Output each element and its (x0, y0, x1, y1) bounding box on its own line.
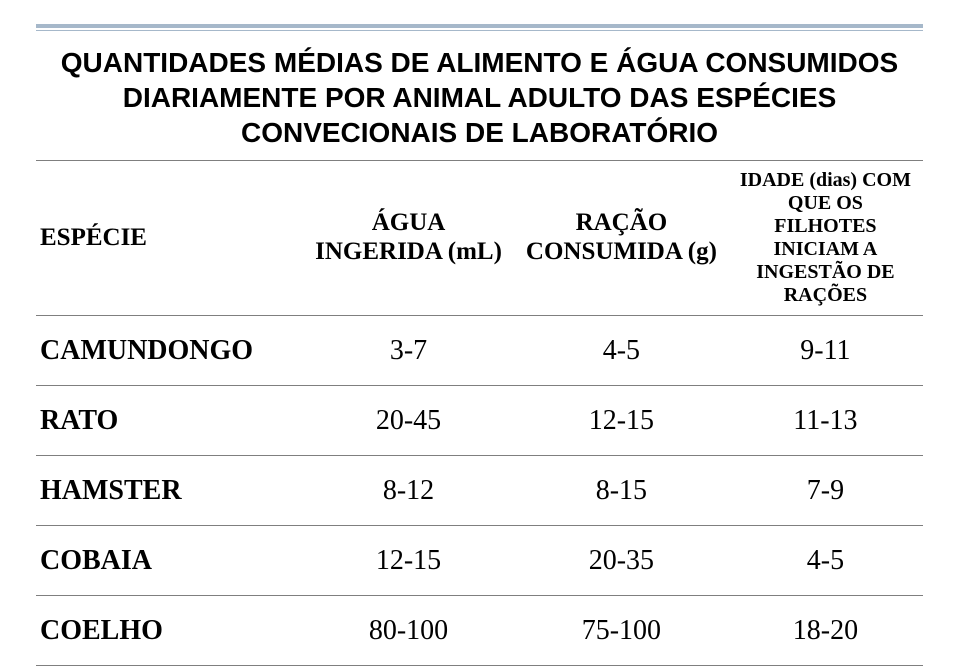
table-header-row: ESPÉCIE ÁGUA INGERIDA (mL) RAÇÃO CONSUMI… (36, 161, 923, 316)
header-agua: ÁGUA INGERIDA (mL) (302, 161, 515, 316)
cell-species: COELHO (36, 596, 302, 666)
top-rule-thin (36, 30, 923, 31)
table-row: COBAIA 12-15 20-35 4-5 (36, 526, 923, 596)
header-idade-l5: RAÇÕES (738, 284, 913, 307)
header-especie-text: ESPÉCIE (40, 224, 147, 251)
cell-agua: 20-45 (302, 386, 515, 456)
cell-idade: 7-9 (728, 456, 923, 526)
header-idade: IDADE (dias) COM QUE OS FILHOTES INICIAM… (728, 161, 923, 316)
title-line3: CONVECIONAIS DE LABORATÓRIO (241, 117, 718, 148)
cell-species: CAMUNDONGO (36, 316, 302, 386)
header-racao-l1: RAÇÃO (525, 209, 718, 238)
title-line2: DIARIAMENTE POR ANIMAL ADULTO DAS ESPÉCI… (123, 82, 837, 113)
cell-species: RATO (36, 386, 302, 456)
cell-idade: 18-20 (728, 596, 923, 666)
cell-agua: 8-12 (302, 456, 515, 526)
cell-idade: 4-5 (728, 526, 923, 596)
cell-racao: 20-35 (515, 526, 728, 596)
cell-idade: 11-13 (728, 386, 923, 456)
cell-racao: 4-5 (515, 316, 728, 386)
top-rule-thick (36, 24, 923, 28)
table-row: RATO 20-45 12-15 11-13 (36, 386, 923, 456)
cell-racao: 8-15 (515, 456, 728, 526)
cell-agua: 3-7 (302, 316, 515, 386)
cell-racao: 12-15 (515, 386, 728, 456)
table-row: HAMSTER 8-12 8-15 7-9 (36, 456, 923, 526)
data-table: ESPÉCIE ÁGUA INGERIDA (mL) RAÇÃO CONSUMI… (36, 160, 923, 666)
header-agua-l2: INGERIDA (mL) (312, 238, 505, 267)
cell-idade: 9-11 (728, 316, 923, 386)
header-racao: RAÇÃO CONSUMIDA (g) (515, 161, 728, 316)
table-row: CAMUNDONGO 3-7 4-5 9-11 (36, 316, 923, 386)
header-agua-l1: ÁGUA (312, 209, 505, 238)
header-racao-l2: CONSUMIDA (g) (525, 238, 718, 267)
header-idade-l4: INGESTÃO DE (738, 261, 913, 284)
header-especie: ESPÉCIE (36, 161, 302, 316)
cell-racao: 75-100 (515, 596, 728, 666)
title-line1: QUANTIDADES MÉDIAS DE ALIMENTO E ÁGUA CO… (61, 47, 898, 78)
cell-agua: 12-15 (302, 526, 515, 596)
cell-species: COBAIA (36, 526, 302, 596)
header-idade-l3: INICIAM A (738, 238, 913, 261)
header-idade-l1: IDADE (dias) COM (738, 169, 913, 192)
page-title: QUANTIDADES MÉDIAS DE ALIMENTO E ÁGUA CO… (36, 45, 923, 150)
table-row: COELHO 80-100 75-100 18-20 (36, 596, 923, 666)
header-idade-l2: QUE OS FILHOTES (738, 192, 913, 238)
cell-agua: 80-100 (302, 596, 515, 666)
cell-species: HAMSTER (36, 456, 302, 526)
